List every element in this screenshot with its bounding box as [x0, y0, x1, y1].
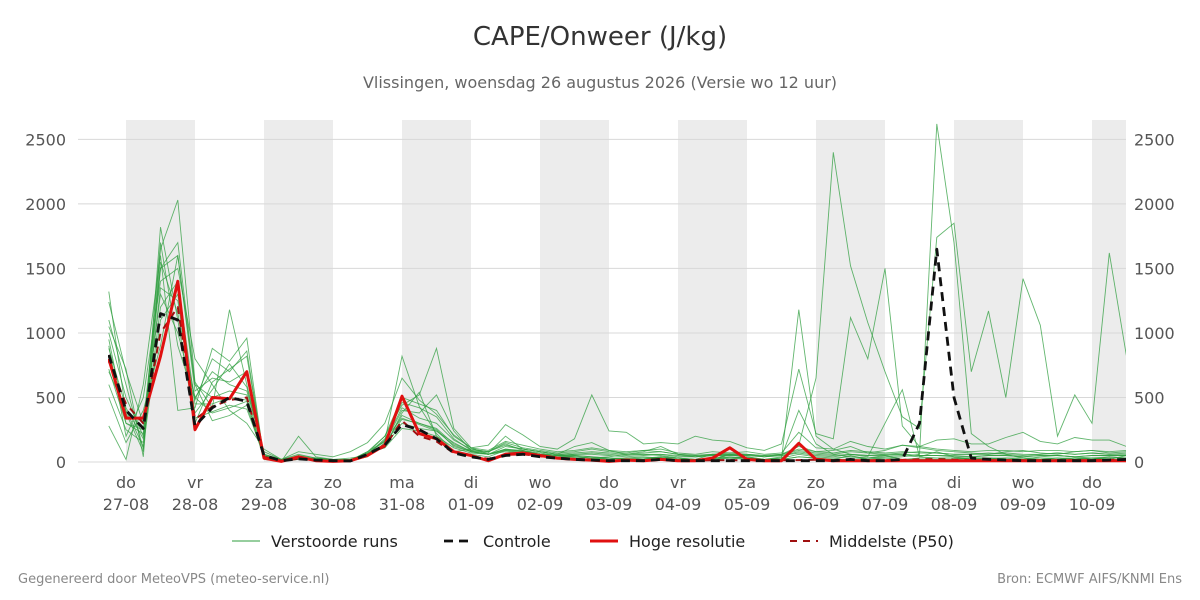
shaded-band — [264, 120, 333, 462]
y-tick-label-right: 1000 — [1134, 324, 1175, 343]
x-tick-day: ma — [872, 473, 897, 492]
y-axis-left: 0 500 1000 1500 2000 2500 — [25, 130, 66, 472]
y-tick-label-right: 1500 — [1134, 259, 1175, 278]
shaded-band — [1092, 120, 1126, 462]
x-tick-day: za — [738, 473, 756, 492]
x-tick-date: 08-09 — [931, 495, 978, 514]
x-tick-date: 05-09 — [724, 495, 771, 514]
y-tick-label: 500 — [35, 388, 66, 407]
x-tick-day: di — [464, 473, 479, 492]
legend-label: Hoge resolutie — [629, 532, 745, 551]
y-tick-label: 2000 — [25, 195, 66, 214]
y-tick-label: 1000 — [25, 324, 66, 343]
x-tick-date: 28-08 — [172, 495, 219, 514]
x-tick-day: zo — [807, 473, 825, 492]
x-tick-day: wo — [529, 473, 552, 492]
footer-source: Bron: ECMWF AIFS/KNMI Ens — [997, 572, 1182, 587]
y-tick-label: 0 — [56, 453, 66, 472]
x-tick-date: 30-08 — [310, 495, 357, 514]
x-tick-day: wo — [1012, 473, 1035, 492]
x-tick-date: 01-09 — [448, 495, 495, 514]
shaded-band — [816, 120, 885, 462]
y-tick-label: 1500 — [25, 259, 66, 278]
x-tick-day: do — [599, 473, 619, 492]
y-tick-label-right: 500 — [1134, 388, 1165, 407]
x-tick-day: zo — [324, 473, 342, 492]
main-lines — [108, 247, 1126, 463]
x-tick-day: do — [116, 473, 136, 492]
chart-title: CAPE/Onweer (J/kg) — [472, 22, 728, 52]
x-tick-date: 04-09 — [655, 495, 702, 514]
shaded-band — [954, 120, 1023, 462]
x-tick-date: 10-09 — [1069, 495, 1116, 514]
shaded-band — [540, 120, 609, 462]
x-tick-date: 31-08 — [379, 495, 426, 514]
legend: Verstoorde runs Controle Hoge resolutie Mid… — [232, 532, 954, 551]
x-tick-day: do — [1082, 473, 1102, 492]
weekend-bands — [126, 120, 1126, 462]
shaded-band — [402, 120, 471, 462]
shaded-band — [678, 120, 747, 462]
legend-label: Controle — [483, 532, 551, 551]
legend-label: Verstoorde runs — [271, 532, 398, 551]
ensemble-member-line — [108, 267, 1126, 460]
chart-subtitle: Vlissingen, woensdag 26 augustus 2026 (V… — [362, 73, 838, 92]
y-tick-label-right: 2000 — [1134, 195, 1175, 214]
x-tick-day: vr — [187, 473, 203, 492]
x-tick-date: 07-09 — [862, 495, 909, 514]
footer-generated-by: Gegenereerd door MeteoVPS (meteo-service… — [18, 572, 330, 587]
x-tick-date: 27-08 — [103, 495, 150, 514]
x-tick-day: vr — [670, 473, 686, 492]
y-tick-label: 2500 — [25, 130, 66, 149]
control-line — [108, 247, 1126, 463]
x-tick-date: 06-09 — [793, 495, 840, 514]
x-tick-date: 02-09 — [517, 495, 564, 514]
y-tick-label-right: 2500 — [1134, 130, 1175, 149]
y-tick-label-right: 0 — [1134, 453, 1144, 472]
x-tick-day: ma — [389, 473, 414, 492]
x-tick-date: 03-09 — [586, 495, 633, 514]
x-tick-day: za — [255, 473, 273, 492]
x-tick-date: 29-08 — [241, 495, 288, 514]
x-tick-day: di — [947, 473, 962, 492]
legend-label: Middelste (P50) — [829, 532, 954, 551]
y-axis-right: 0 500 1000 1500 2000 2500 — [1134, 130, 1175, 472]
x-axis: do 27-08 vr 28-08 za 29-08 zo 30-08 ma 31-08 di 01-… — [103, 473, 1116, 514]
x-tick-date: 09-09 — [1000, 495, 1047, 514]
